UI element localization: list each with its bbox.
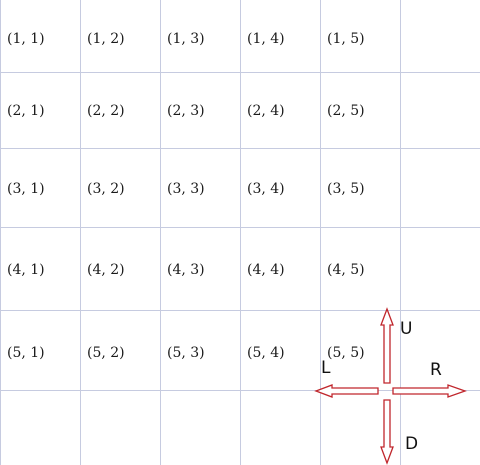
arrow-up-icon	[381, 309, 393, 383]
arrow-left-label: L	[321, 359, 330, 377]
arrow-right-label: R	[430, 361, 442, 379]
arrow-up-label: U	[400, 320, 412, 338]
arrow-left-icon	[316, 385, 378, 397]
arrow-down-label: D	[405, 435, 418, 453]
arrow-right-icon	[393, 385, 465, 397]
arrow-down-icon	[381, 400, 393, 463]
